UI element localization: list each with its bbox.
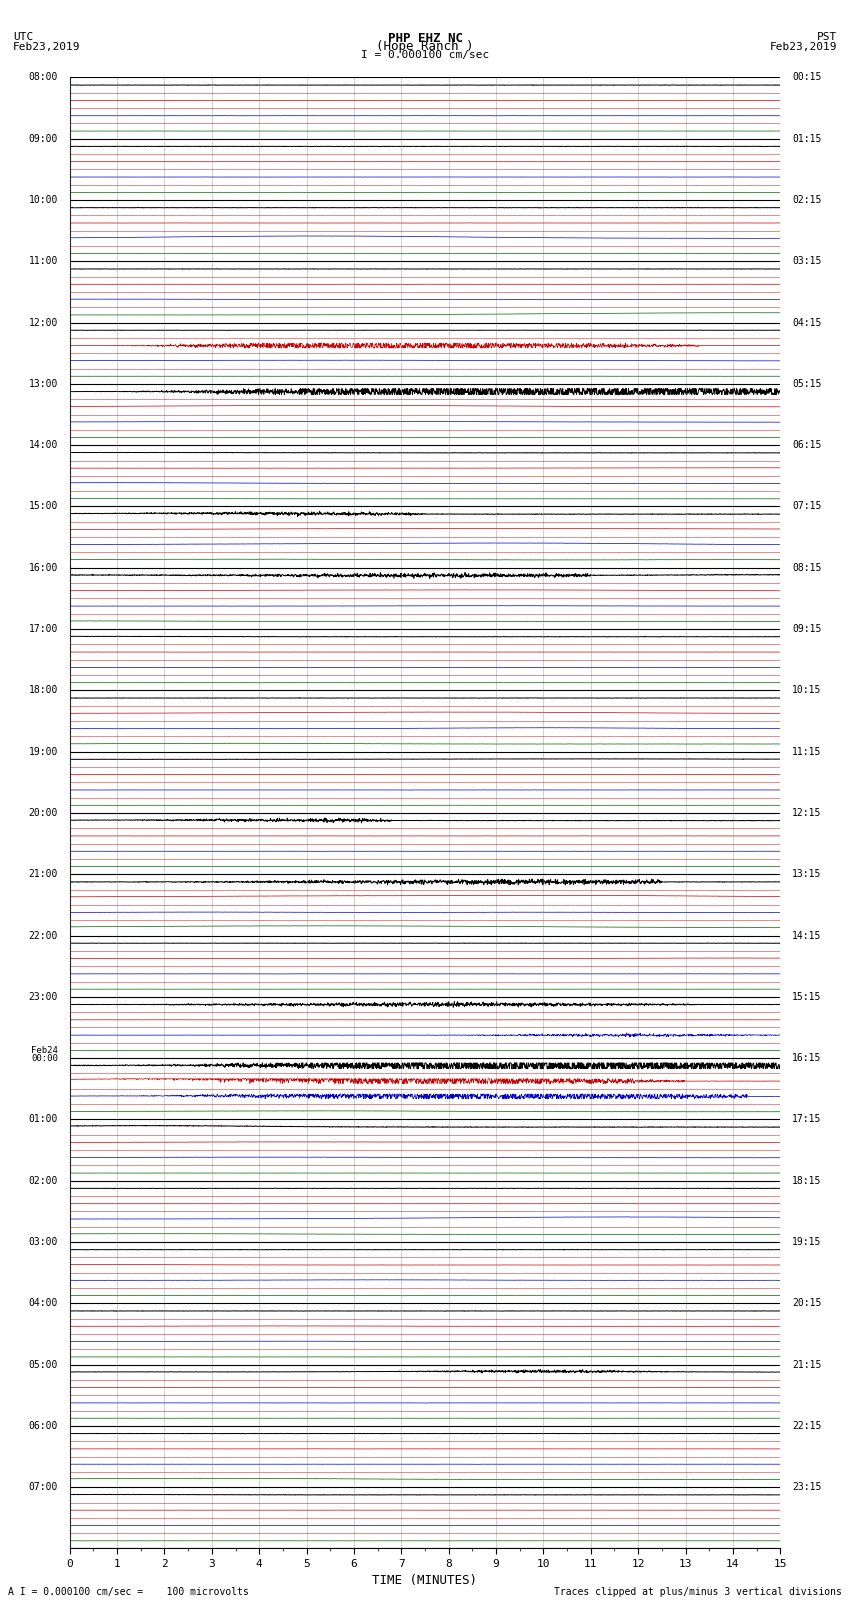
Text: 21:15: 21:15 (792, 1360, 821, 1369)
Text: 22:15: 22:15 (792, 1421, 821, 1431)
Text: 10:15: 10:15 (792, 686, 821, 695)
Text: 01:15: 01:15 (792, 134, 821, 144)
Text: 04:15: 04:15 (792, 318, 821, 327)
Text: 18:15: 18:15 (792, 1176, 821, 1186)
Text: 01:00: 01:00 (29, 1115, 58, 1124)
Text: 16:15: 16:15 (792, 1053, 821, 1063)
Text: 02:15: 02:15 (792, 195, 821, 205)
Text: 03:00: 03:00 (29, 1237, 58, 1247)
Text: 10:00: 10:00 (29, 195, 58, 205)
Text: 19:15: 19:15 (792, 1237, 821, 1247)
Text: 13:00: 13:00 (29, 379, 58, 389)
Text: I = 0.000100 cm/sec: I = 0.000100 cm/sec (361, 50, 489, 60)
Text: 00:15: 00:15 (792, 73, 821, 82)
Text: (Hope Ranch ): (Hope Ranch ) (377, 40, 473, 53)
Text: 12:15: 12:15 (792, 808, 821, 818)
Text: 08:15: 08:15 (792, 563, 821, 573)
Text: 14:00: 14:00 (29, 440, 58, 450)
Text: 02:00: 02:00 (29, 1176, 58, 1186)
Text: 13:15: 13:15 (792, 869, 821, 879)
Text: 03:15: 03:15 (792, 256, 821, 266)
Text: Feb24: Feb24 (31, 1045, 58, 1055)
Text: 23:15: 23:15 (792, 1482, 821, 1492)
Text: 11:00: 11:00 (29, 256, 58, 266)
Text: 20:00: 20:00 (29, 808, 58, 818)
Text: 09:15: 09:15 (792, 624, 821, 634)
Text: PST: PST (817, 32, 837, 42)
Text: 22:00: 22:00 (29, 931, 58, 940)
Text: 07:15: 07:15 (792, 502, 821, 511)
Text: 08:00: 08:00 (29, 73, 58, 82)
Text: 07:00: 07:00 (29, 1482, 58, 1492)
Text: 15:00: 15:00 (29, 502, 58, 511)
Text: 12:00: 12:00 (29, 318, 58, 327)
Text: 15:15: 15:15 (792, 992, 821, 1002)
Text: 14:15: 14:15 (792, 931, 821, 940)
Text: 16:00: 16:00 (29, 563, 58, 573)
Text: 17:15: 17:15 (792, 1115, 821, 1124)
Text: 17:00: 17:00 (29, 624, 58, 634)
Text: 20:15: 20:15 (792, 1298, 821, 1308)
Text: UTC: UTC (13, 32, 33, 42)
Text: 04:00: 04:00 (29, 1298, 58, 1308)
Text: 18:00: 18:00 (29, 686, 58, 695)
Text: 21:00: 21:00 (29, 869, 58, 879)
Text: 11:15: 11:15 (792, 747, 821, 756)
Text: Feb23,2019: Feb23,2019 (770, 42, 837, 52)
Text: PHP EHZ NC: PHP EHZ NC (388, 32, 462, 45)
Text: 05:15: 05:15 (792, 379, 821, 389)
X-axis label: TIME (MINUTES): TIME (MINUTES) (372, 1574, 478, 1587)
Text: 05:00: 05:00 (29, 1360, 58, 1369)
Text: 06:15: 06:15 (792, 440, 821, 450)
Text: Traces clipped at plus/minus 3 vertical divisions: Traces clipped at plus/minus 3 vertical … (553, 1587, 842, 1597)
Text: 23:00: 23:00 (29, 992, 58, 1002)
Text: 09:00: 09:00 (29, 134, 58, 144)
Text: 00:00: 00:00 (31, 1053, 58, 1063)
Text: A I = 0.000100 cm/sec =    100 microvolts: A I = 0.000100 cm/sec = 100 microvolts (8, 1587, 249, 1597)
Text: Feb23,2019: Feb23,2019 (13, 42, 80, 52)
Text: 19:00: 19:00 (29, 747, 58, 756)
Text: 06:00: 06:00 (29, 1421, 58, 1431)
